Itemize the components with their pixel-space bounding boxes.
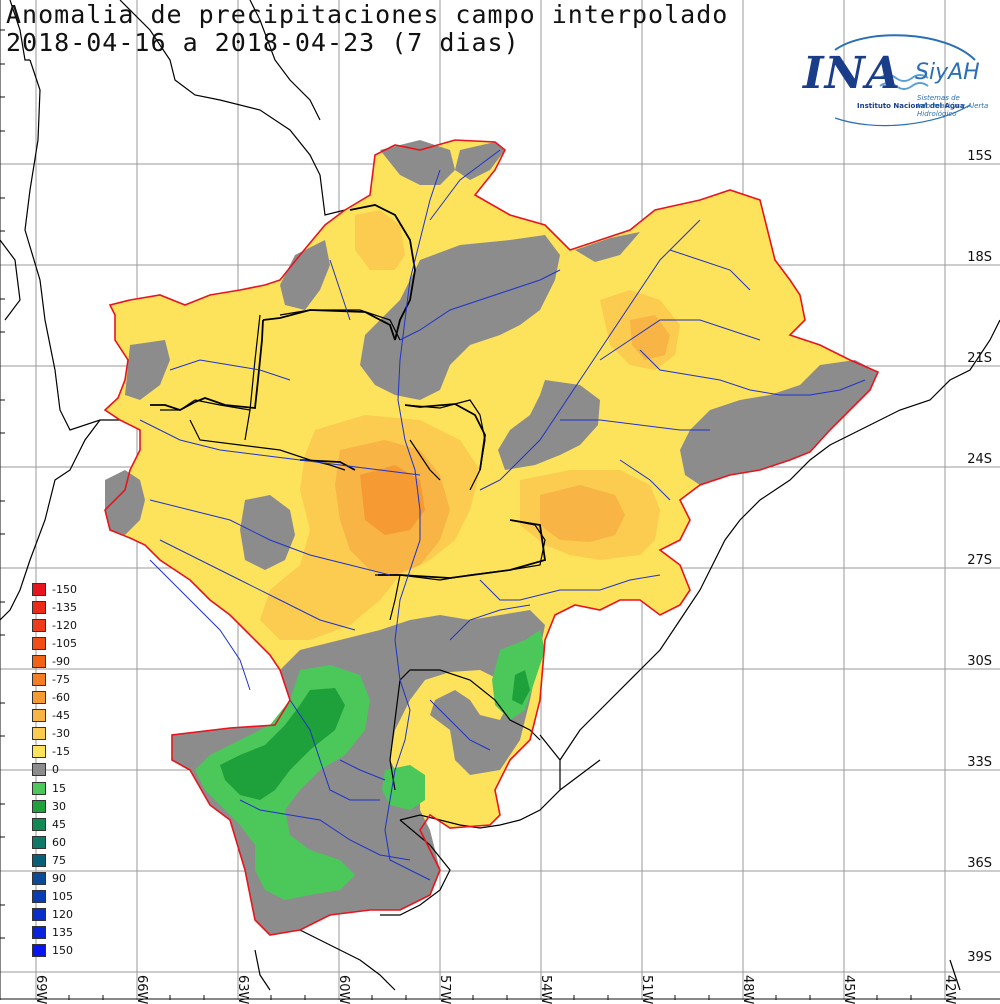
legend-label: 30 xyxy=(52,799,66,813)
lat-label: 36S xyxy=(967,856,992,871)
legend-label: 60 xyxy=(52,835,66,849)
legend-item: -30 xyxy=(32,725,77,743)
logo-swoosh-icon xyxy=(834,34,976,127)
anomaly-plus-30-zones xyxy=(220,670,530,800)
legend-label: -60 xyxy=(52,691,70,705)
legend-item: -45 xyxy=(32,707,77,725)
legend-label: 105 xyxy=(52,890,73,904)
legend-swatch xyxy=(32,835,46,849)
legend-label: -30 xyxy=(52,727,70,741)
legend-label: -75 xyxy=(52,673,70,687)
legend-label: 150 xyxy=(52,944,73,958)
legend-swatch xyxy=(32,654,46,668)
internal-divides xyxy=(150,204,547,579)
legend-item: 135 xyxy=(32,924,77,942)
lat-label: 33S xyxy=(967,755,992,770)
map-date-range: 2018-04-16 a 2018-04-23 (7 dias) xyxy=(6,28,520,57)
legend-item: 0 xyxy=(32,761,77,779)
legend-item: -75 xyxy=(32,670,77,688)
legend-swatch xyxy=(32,944,46,958)
legend-swatch xyxy=(32,582,46,596)
legend-item: 75 xyxy=(32,851,77,869)
lat-label: 39S xyxy=(967,950,992,965)
legend-item: 150 xyxy=(32,942,77,960)
legend-swatch xyxy=(32,727,46,741)
legend-item: -105 xyxy=(32,634,77,652)
logo-ina-text: INA xyxy=(803,48,901,99)
map-title: Anomalia de precipitaciones campo interp… xyxy=(6,0,729,29)
basin-boundary xyxy=(103,139,880,936)
legend-item: 45 xyxy=(32,815,77,833)
legend-label: 15 xyxy=(52,781,66,795)
legend-swatch xyxy=(32,691,46,705)
legend-item: -60 xyxy=(32,689,77,707)
legend-label: -150 xyxy=(52,582,77,596)
legend-item: 105 xyxy=(32,888,77,906)
lat-label: 21S xyxy=(967,351,992,366)
logo-siyah-text: SiyAH xyxy=(915,60,980,85)
legend-item: 15 xyxy=(32,779,77,797)
logo-system-text: Sistemas de Información y Alerta Hidroló… xyxy=(917,94,989,118)
lat-label: 24S xyxy=(967,452,992,467)
legend-item: 120 xyxy=(32,906,77,924)
legend-item: 60 xyxy=(32,833,77,851)
legend-swatch xyxy=(32,600,46,614)
legend-label: 45 xyxy=(52,817,66,831)
legend-item: 90 xyxy=(32,870,77,888)
legend-item: 30 xyxy=(32,797,77,815)
lat-label: 27S xyxy=(967,553,992,568)
legend-swatch xyxy=(32,781,46,795)
legend-swatch xyxy=(32,673,46,687)
legend-swatch xyxy=(32,745,46,759)
logo-institute-text: Instituto Nacional del Agua xyxy=(857,102,965,110)
legend-label: 75 xyxy=(52,853,66,867)
legend-label: 120 xyxy=(52,908,73,922)
lat-label: 15S xyxy=(967,149,992,164)
legend-swatch xyxy=(32,709,46,723)
legend-label: -45 xyxy=(52,709,70,723)
color-legend: -150 -135 -120 -105 -90 -75 -60 -45 -30 -15 0 15 30 4… xyxy=(32,580,77,960)
legend-swatch xyxy=(32,799,46,813)
legend-item: -15 xyxy=(32,743,77,761)
legend-swatch xyxy=(32,817,46,831)
legend-label: -135 xyxy=(52,600,77,614)
legend-swatch xyxy=(32,763,46,777)
legend-label: -15 xyxy=(52,745,70,759)
legend-swatch xyxy=(32,853,46,867)
legend-swatch xyxy=(32,908,46,922)
legend-swatch xyxy=(32,618,46,632)
legend-item: -150 xyxy=(32,580,77,598)
legend-swatch xyxy=(32,636,46,650)
legend-swatch xyxy=(32,890,46,904)
legend-label: -90 xyxy=(52,654,70,668)
legend-item: -90 xyxy=(32,652,77,670)
legend-item: -135 xyxy=(32,598,77,616)
legend-label: 90 xyxy=(52,872,66,886)
lat-label: 30S xyxy=(967,654,992,669)
lat-label: 18S xyxy=(967,250,992,265)
ina-siyah-logo: INA SiyAH Instituto Nacional del Agua Si… xyxy=(795,30,995,130)
legend-label: 135 xyxy=(52,926,73,940)
legend-label: 0 xyxy=(52,763,59,777)
legend-label: -120 xyxy=(52,618,77,632)
legend-swatch xyxy=(32,872,46,886)
anomaly-minus-60-zones xyxy=(360,465,425,535)
legend-item: -120 xyxy=(32,616,77,634)
rivers xyxy=(139,149,866,881)
legend-swatch xyxy=(32,926,46,940)
legend-label: -105 xyxy=(52,636,77,650)
